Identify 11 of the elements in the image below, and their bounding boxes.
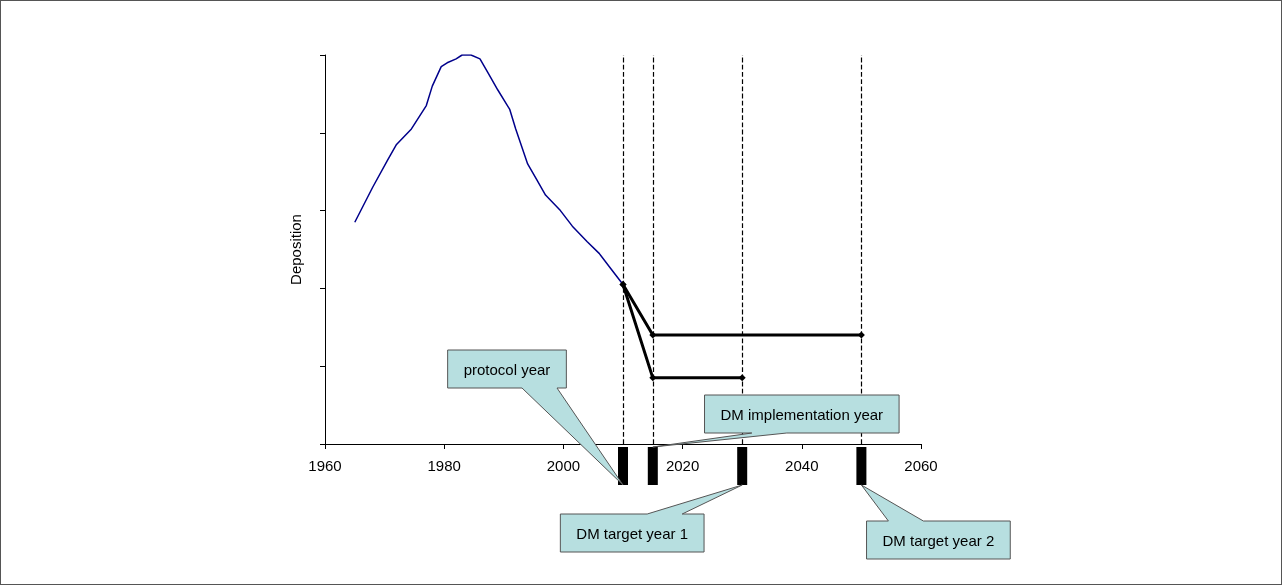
x-tick-label: 2060 xyxy=(904,457,938,474)
x-tick-label: 2040 xyxy=(785,457,819,474)
text: DM target year 2 xyxy=(882,531,995,549)
x-tick-label: 1980 xyxy=(427,457,461,474)
x-tick-label: 2000 xyxy=(546,457,581,474)
text: DM target year 1 xyxy=(576,524,689,542)
x-tick-label: 1960 xyxy=(308,457,342,474)
annotation: DM implementation year xyxy=(720,405,884,423)
annotation: protocol year xyxy=(463,360,551,378)
y-axis-title: Deposition xyxy=(287,214,304,285)
x-tick-label: 2020 xyxy=(665,457,700,474)
